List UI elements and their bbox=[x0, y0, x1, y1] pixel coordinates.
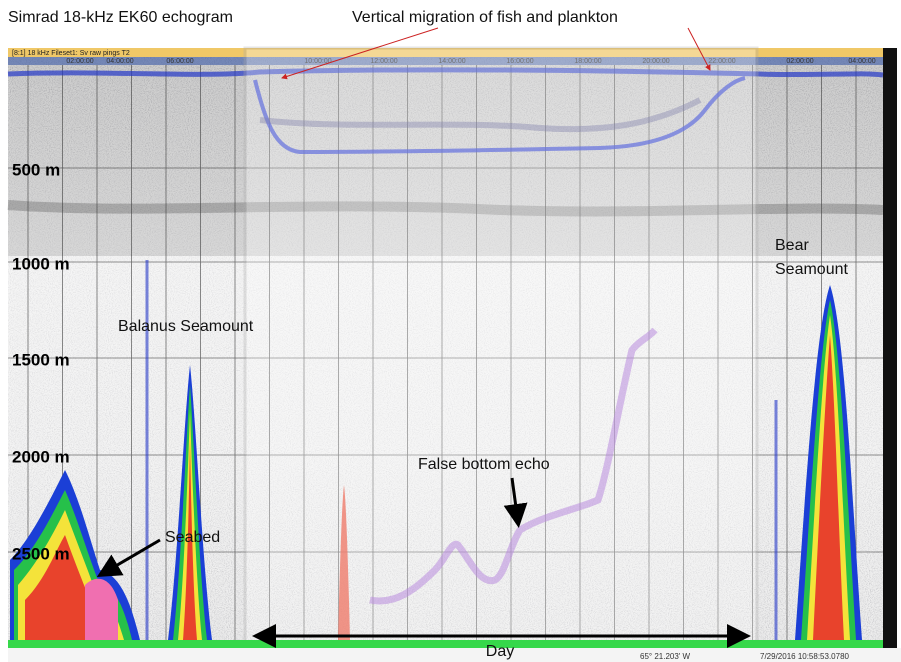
time-label: 06:00:00 bbox=[166, 58, 193, 65]
false-bottom-label: False bottom echo bbox=[418, 456, 550, 473]
title: Simrad 18-kHz EK60 echogram bbox=[8, 9, 233, 26]
time-label: 02:00:00 bbox=[786, 58, 813, 65]
time-label: 02:00:00 bbox=[66, 58, 93, 65]
bear-label-line: Bear bbox=[775, 237, 809, 254]
header-text: [8:1] 18 kHz Fileset1: Sv raw pings T2 bbox=[12, 50, 130, 57]
side-strip bbox=[883, 48, 897, 648]
time-label: 04:00:00 bbox=[106, 58, 133, 65]
status-timestamp: 7/29/2016 10:58:53.0780 bbox=[760, 652, 850, 661]
page: Simrad 18-kHz EK60 echogram Vertical mig… bbox=[0, 0, 901, 662]
seabed-label: Seabed bbox=[165, 529, 220, 546]
depth-label: 1000 m bbox=[12, 254, 70, 273]
balanus-label: Balanus Seamount bbox=[118, 318, 254, 335]
status-position: 65° 21.203' W bbox=[640, 652, 691, 661]
day-highlight bbox=[245, 48, 757, 652]
depth-label: 2000 m bbox=[12, 447, 70, 466]
figure: Simrad 18-kHz EK60 echogram Vertical mig… bbox=[0, 0, 901, 662]
time-label: 04:00:00 bbox=[848, 58, 875, 65]
bear-label-line: Seamount bbox=[775, 261, 848, 278]
depth-label: 500 m bbox=[12, 160, 60, 179]
depth-label: 1500 m bbox=[12, 350, 70, 369]
bottom-bar bbox=[8, 640, 883, 648]
migration-label: Vertical migration of fish and plankton bbox=[352, 9, 618, 26]
day-label: Day bbox=[486, 643, 514, 660]
depth-label: 2500 m bbox=[12, 544, 70, 563]
